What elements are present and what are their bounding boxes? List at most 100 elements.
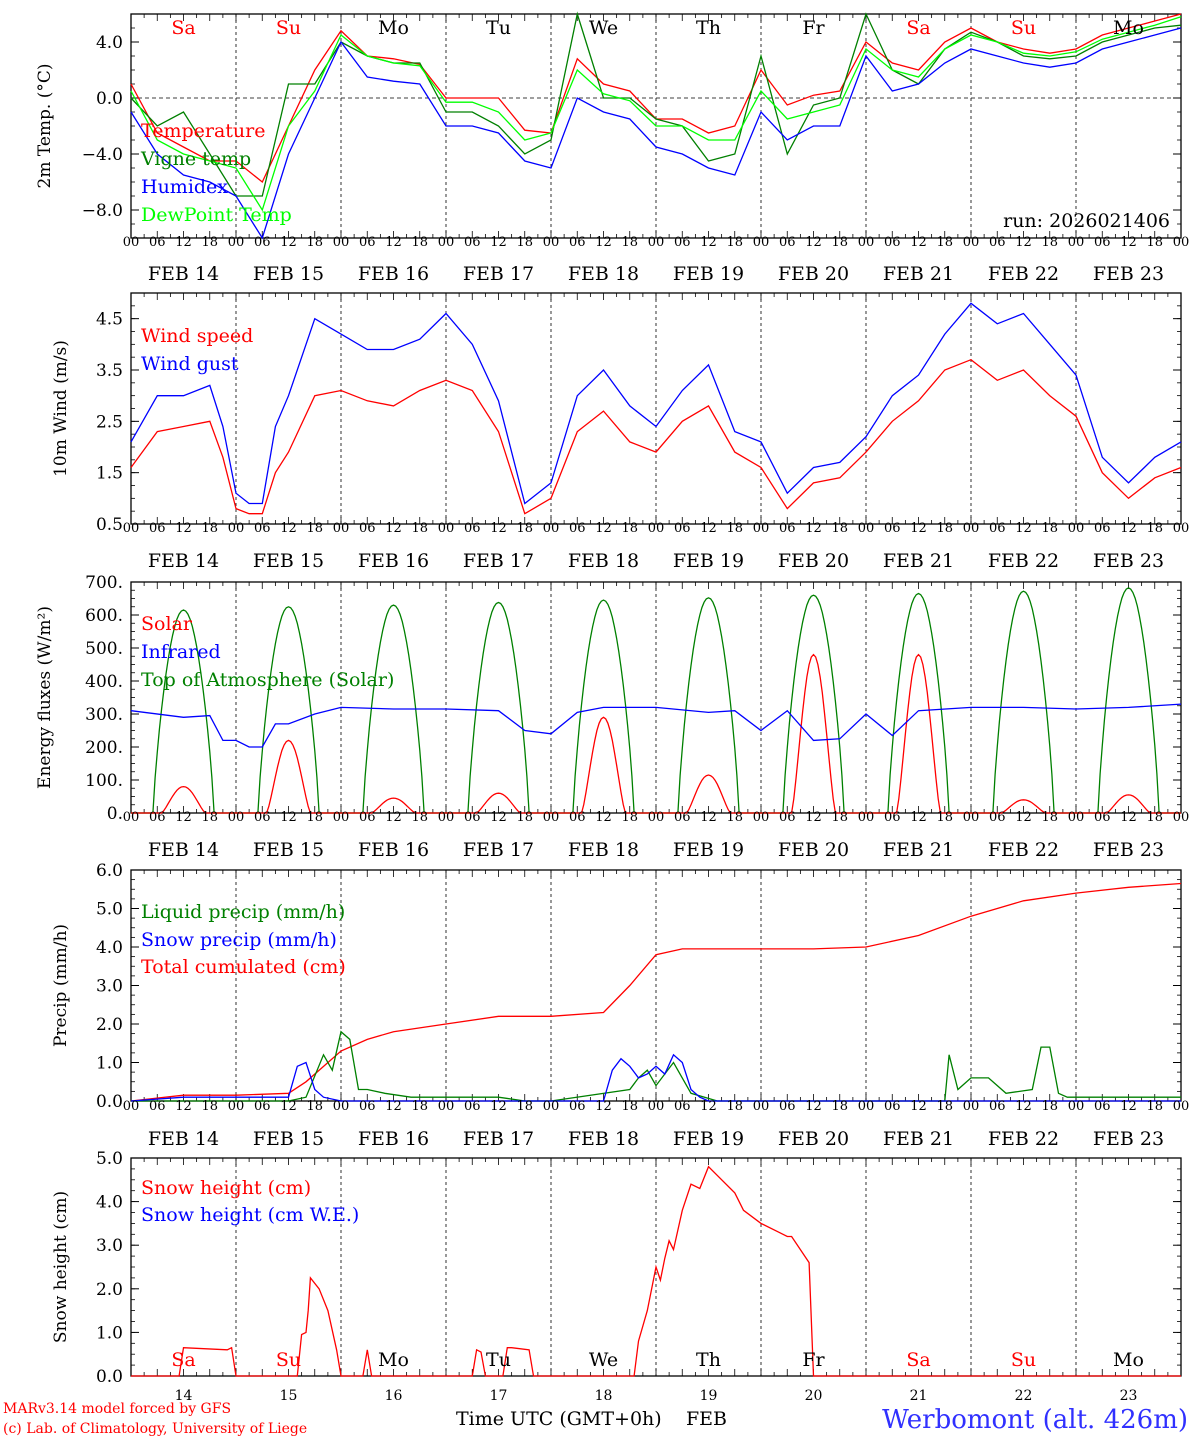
legend-entry: Humidex <box>141 176 228 198</box>
hour-tick-label: 18 <box>726 521 743 536</box>
hour-tick-label: 00 <box>648 521 665 536</box>
y-tick-label: −8.0 <box>82 201 123 221</box>
hour-tick-label: 06 <box>779 1099 796 1114</box>
legend-entry: Snow height (cm W.E.) <box>141 1204 359 1226</box>
hour-tick-label: 00 <box>438 521 455 536</box>
hour-tick-label: 18 <box>1041 810 1058 825</box>
day-number: 18 <box>595 1388 613 1404</box>
hour-tick-label: 06 <box>149 810 166 825</box>
date-label: FEB 15 <box>253 839 324 861</box>
hour-tick-label: 18 <box>726 810 743 825</box>
date-label: FEB 17 <box>463 839 534 861</box>
hour-tick-label: 00 <box>123 235 140 250</box>
hour-tick-label: 18 <box>306 235 323 250</box>
hour-tick-label: 12 <box>700 521 717 536</box>
date-label: FEB 17 <box>463 1128 534 1150</box>
date-label: FEB 18 <box>568 1128 639 1150</box>
day-label: Sa <box>906 1349 930 1371</box>
hour-tick-label: 12 <box>490 1099 507 1114</box>
hour-tick-label: 00 <box>123 810 140 825</box>
date-label: FEB 20 <box>778 550 849 572</box>
hour-tick-label: 00 <box>858 810 875 825</box>
day-label: Sa <box>171 17 195 39</box>
date-label: FEB 23 <box>1093 550 1164 572</box>
date-label: FEB 22 <box>988 1128 1059 1150</box>
hour-tick-label: 00 <box>858 1099 875 1114</box>
hour-tick-label: 18 <box>411 1099 428 1114</box>
hour-tick-label: 18 <box>936 1099 953 1114</box>
hour-tick-label: 06 <box>884 235 901 250</box>
day-label: Th <box>696 17 721 39</box>
hour-tick-label: 00 <box>228 521 245 536</box>
hour-tick-label: 18 <box>936 235 953 250</box>
hour-tick-label: 18 <box>936 810 953 825</box>
hour-tick-label: 12 <box>805 235 822 250</box>
hour-tick-label: 06 <box>359 521 376 536</box>
panel-temp: −8.0 −4.0 0.0 4.0 2m Temp. (°C) Temperature Vi… <box>35 11 1190 285</box>
hour-tick-label: 06 <box>1094 1099 1111 1114</box>
hour-tick-label: 06 <box>569 521 586 536</box>
day-label: We <box>589 17 618 39</box>
date-label: FEB 14 <box>148 263 219 285</box>
hour-tick-label: 12 <box>910 521 927 536</box>
hour-tick-label: 06 <box>779 810 796 825</box>
hour-tick-label: 18 <box>1041 235 1058 250</box>
hour-tick-label: 12 <box>1015 810 1032 825</box>
date-label: FEB 19 <box>673 1128 744 1150</box>
hour-tick-label: 18 <box>621 521 638 536</box>
date-label: FEB 16 <box>358 263 429 285</box>
y-tick-label: 2.0 <box>96 1280 123 1300</box>
y-tick-label: 3.5 <box>96 361 123 381</box>
hour-tick-label: 06 <box>464 1099 481 1114</box>
legend-entry: Top of Atmosphere (Solar) <box>141 669 394 691</box>
date-label: FEB 20 <box>778 839 849 861</box>
hour-tick-label: 12 <box>595 521 612 536</box>
hour-tick-label: 00 <box>753 521 770 536</box>
y-tick-label: 400. <box>85 672 123 692</box>
hour-tick-label: 12 <box>1120 521 1137 536</box>
hour-tick-label: 00 <box>1173 235 1190 250</box>
legend-entry: DewPoint Temp <box>141 204 292 226</box>
hour-tick-label: 00 <box>858 235 875 250</box>
series-toa-solar <box>131 587 1181 814</box>
date-label: FEB 16 <box>358 550 429 572</box>
hour-tick-label: 18 <box>411 810 428 825</box>
hour-tick-label: 06 <box>674 235 691 250</box>
hour-tick-label: 00 <box>1068 521 1085 536</box>
hour-tick-label: 06 <box>254 1099 271 1114</box>
date-label: FEB 18 <box>568 550 639 572</box>
day-label: Su <box>1011 1349 1036 1371</box>
date-label: FEB 21 <box>883 550 954 572</box>
day-number: 22 <box>1015 1388 1033 1404</box>
hour-tick-label: 00 <box>438 810 455 825</box>
y-tick-label: 500. <box>85 639 123 659</box>
date-label: FEB 23 <box>1093 1128 1164 1150</box>
hour-tick-label: 12 <box>595 810 612 825</box>
panel-flux: 0. 100. 200. 300. 400. 500. 600. 700. Energy flu… <box>35 573 1189 861</box>
footer-month: FEB <box>686 1408 727 1430</box>
legend-entry: Infrared <box>141 641 221 663</box>
hour-tick-label: 00 <box>963 235 980 250</box>
y-tick-label: 100. <box>85 771 123 791</box>
series-total-cumulated-cm <box>130 882 1182 1102</box>
legend-entry: Snow height (cm) <box>141 1177 311 1199</box>
hour-tick-label: 12 <box>280 810 297 825</box>
hour-tick-label: 00 <box>1173 1099 1190 1114</box>
station-title: Werbomont (alt. 426m) <box>882 1405 1188 1435</box>
hour-tick-label: 18 <box>516 521 533 536</box>
day-label: Sa <box>906 17 930 39</box>
legend-entry: Vigne temp <box>140 148 251 170</box>
y-tick-label: 0. <box>107 804 123 824</box>
hour-tick-label: 00 <box>963 1099 980 1114</box>
day-number: 23 <box>1120 1388 1138 1404</box>
day-label: Sa <box>171 1349 195 1371</box>
hour-tick-label: 00 <box>963 810 980 825</box>
hour-tick-label: 12 <box>175 235 192 250</box>
hour-tick-label: 18 <box>201 235 218 250</box>
hour-tick-label: 06 <box>674 1099 691 1114</box>
hour-tick-label: 00 <box>858 521 875 536</box>
date-label: FEB 19 <box>673 550 744 572</box>
hour-tick-label: 06 <box>149 521 166 536</box>
y-axis-label: Snow height (cm) <box>51 1191 71 1343</box>
